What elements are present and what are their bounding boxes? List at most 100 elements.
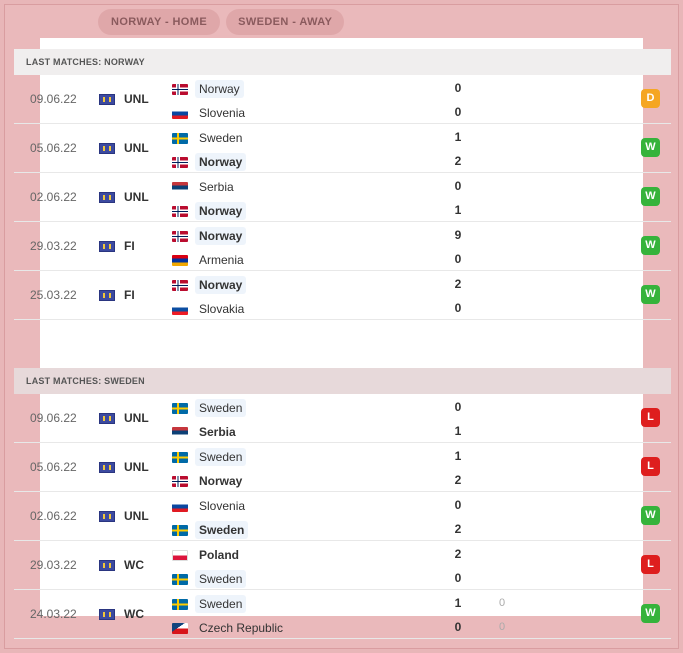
pol-flag-icon xyxy=(172,550,188,562)
result-badge: W xyxy=(641,506,660,525)
competition-code: UNL xyxy=(124,190,149,204)
team-name: Sweden xyxy=(195,595,247,613)
competition-code: WC xyxy=(124,607,144,621)
competition-icon xyxy=(99,462,115,473)
match-row[interactable]: 02.06.22 UNL Serbia Norway 0 1 W xyxy=(14,173,671,222)
home-score: 0 xyxy=(454,81,462,95)
svn-flag-icon xyxy=(172,501,188,513)
match-row[interactable]: 25.03.22 FI Norway Slovakia 2 0 W xyxy=(14,271,671,320)
match-date: 29.03.22 xyxy=(30,558,77,572)
home-team[interactable]: Serbia xyxy=(172,178,238,196)
team-name: Norway xyxy=(195,80,244,98)
section-title: LAST MATCHES: NORWAY xyxy=(14,49,671,75)
competition-icon xyxy=(99,609,115,620)
home-penalty-score: 0 xyxy=(499,597,506,609)
match-date: 02.06.22 xyxy=(30,509,77,523)
match-date: 05.06.22 xyxy=(30,460,77,474)
home-team[interactable]: Slovenia xyxy=(172,497,249,515)
swe-flag-icon xyxy=(172,599,188,611)
competition-icon xyxy=(99,143,115,154)
home-team[interactable]: Sweden xyxy=(172,448,247,466)
team-name: Sweden xyxy=(195,448,247,466)
match-row[interactable]: 05.06.22 UNL Sweden Norway 1 2 L xyxy=(14,443,671,492)
team-name: Sweden xyxy=(195,570,247,588)
away-team[interactable]: Norway xyxy=(172,153,247,171)
home-score: 1 xyxy=(454,449,462,463)
away-score: 2 xyxy=(454,473,462,487)
match-date: 29.03.22 xyxy=(30,239,77,253)
team-name: Sweden xyxy=(199,131,243,145)
home-team[interactable]: Poland xyxy=(172,546,243,564)
away-score: 1 xyxy=(454,203,462,217)
swe-flag-icon xyxy=(172,403,188,415)
match-row[interactable]: 29.03.22 FI Norway Armenia 9 0 W xyxy=(14,222,671,271)
match-row[interactable]: 05.06.22 UNL Sweden Norway 1 2 W xyxy=(14,124,671,173)
away-score: 0 xyxy=(454,252,462,266)
home-team[interactable]: Norway xyxy=(172,227,247,245)
content-panel xyxy=(40,38,643,616)
competition-icon xyxy=(99,560,115,571)
competition-icon xyxy=(99,511,115,522)
competition-code: UNL xyxy=(124,141,149,155)
team-name: Sweden xyxy=(195,521,249,539)
match-row[interactable]: 02.06.22 UNL Slovenia Sweden 0 2 W xyxy=(14,492,671,541)
away-team[interactable]: Norway xyxy=(172,202,247,220)
sweden-last-matches: LAST MATCHES: SWEDEN 09.06.22 UNL Sweden Se… xyxy=(14,368,671,639)
team-name: Poland xyxy=(199,548,240,562)
match-date: 25.03.22 xyxy=(30,288,77,302)
match-date: 09.06.22 xyxy=(30,92,77,106)
competition-code: WC xyxy=(124,558,144,572)
tab-norway-home[interactable]: NORWAY - HOME xyxy=(98,9,221,35)
arm-flag-icon xyxy=(172,255,188,267)
away-team[interactable]: Serbia xyxy=(172,423,240,441)
competition-code: FI xyxy=(124,288,135,302)
cze-flag-icon xyxy=(172,623,188,635)
home-team[interactable]: Sweden xyxy=(172,399,247,417)
nor-flag-icon xyxy=(172,84,188,96)
away-team[interactable]: Czech Republic xyxy=(172,619,287,637)
competition-code: UNL xyxy=(124,92,149,106)
result-badge: W xyxy=(641,187,660,206)
match-date: 05.06.22 xyxy=(30,141,77,155)
competition-icon xyxy=(99,192,115,203)
swe-flag-icon xyxy=(172,574,188,586)
away-team[interactable]: Sweden xyxy=(172,570,247,588)
home-team[interactable]: Norway xyxy=(172,80,244,98)
competition-icon xyxy=(99,290,115,301)
home-team[interactable]: Sweden xyxy=(172,129,246,147)
tab-sweden-away[interactable]: SWEDEN - AWAY xyxy=(226,9,345,35)
swe-flag-icon xyxy=(172,133,188,145)
away-team[interactable]: Armenia xyxy=(172,251,248,269)
nor-flag-icon xyxy=(172,157,188,169)
team-name: Czech Republic xyxy=(199,621,284,635)
away-team[interactable]: Slovakia xyxy=(172,300,248,318)
team-name: Norway xyxy=(195,153,247,171)
match-row[interactable]: 09.06.22 UNL Sweden Serbia 0 1 L xyxy=(14,394,671,443)
result-badge: W xyxy=(641,138,660,157)
match-row[interactable]: 09.06.22 UNL Norway Slovenia 0 0 D xyxy=(14,75,671,124)
away-score: 2 xyxy=(454,522,462,536)
away-score: 1 xyxy=(454,424,462,438)
match-row[interactable]: 24.03.22 WC Sweden Czech Republic 1 0 0 0 W xyxy=(14,590,671,639)
away-team[interactable]: Sweden xyxy=(172,521,249,539)
competition-icon xyxy=(99,94,115,105)
away-score: 0 xyxy=(454,620,462,634)
home-score: 9 xyxy=(454,228,462,242)
home-score: 2 xyxy=(454,277,462,291)
result-badge: L xyxy=(641,457,660,476)
team-tabs: NORWAY - HOME SWEDEN - AWAY xyxy=(98,9,345,35)
home-team[interactable]: Sweden xyxy=(172,595,247,613)
match-date: 09.06.22 xyxy=(30,411,77,425)
home-team[interactable]: Norway xyxy=(172,276,247,294)
result-badge: W xyxy=(641,604,660,623)
match-date: 24.03.22 xyxy=(30,607,77,621)
home-score: 0 xyxy=(454,179,462,193)
svn-flag-icon xyxy=(172,108,188,120)
competition-code: FI xyxy=(124,239,135,253)
away-team[interactable]: Slovenia xyxy=(172,104,249,122)
team-name: Serbia xyxy=(199,425,236,439)
away-team[interactable]: Norway xyxy=(172,472,246,490)
svk-flag-icon xyxy=(172,304,188,316)
match-row[interactable]: 29.03.22 WC Poland Sweden 2 0 L xyxy=(14,541,671,590)
team-name: Slovenia xyxy=(199,106,246,120)
